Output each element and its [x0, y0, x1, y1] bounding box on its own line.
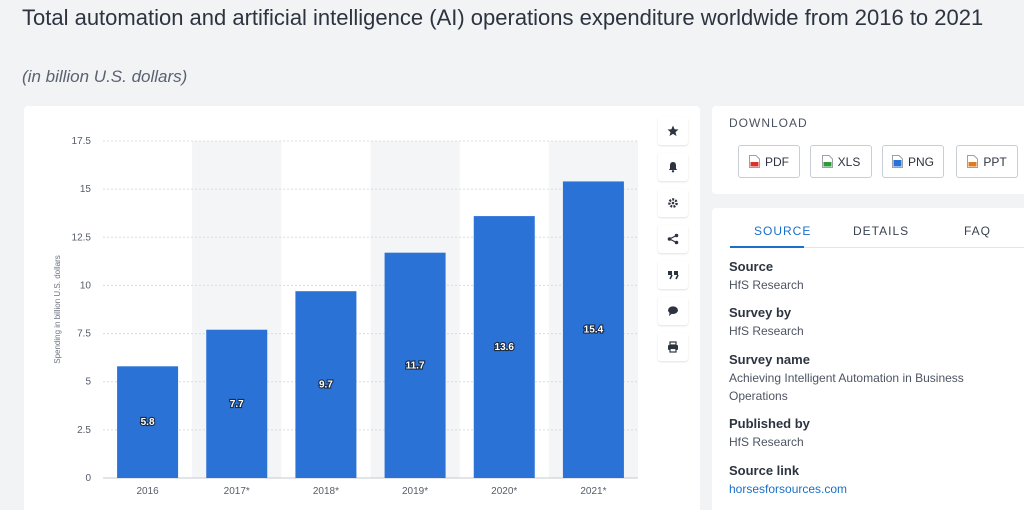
png-file-icon [891, 155, 903, 168]
download-xls-label: XLS [837, 154, 861, 169]
y-tick-label: 15 [80, 184, 92, 195]
y-tick-label: 7.5 [77, 329, 91, 340]
gear-icon [668, 198, 678, 208]
page-title: Total automation and artificial intellig… [22, 5, 984, 30]
download-label: DOWNLOAD [729, 116, 808, 130]
data-label: 7.7 [230, 399, 244, 410]
download-png-label: PNG [907, 154, 934, 169]
ppt-file-tag [968, 162, 977, 167]
y-tick-label: 17.5 [72, 136, 92, 147]
chart-toolbar [658, 117, 688, 369]
settings-button[interactable] [658, 189, 688, 217]
published-by-value: HfS Research [729, 435, 804, 449]
png-file-tag [893, 160, 902, 167]
xls-file-tag [823, 162, 832, 167]
bar [295, 291, 357, 478]
data-label: 9.7 [319, 380, 333, 391]
quote-icon [668, 271, 679, 280]
tab-divider [730, 247, 1024, 248]
comment-icon [668, 306, 678, 316]
print-button[interactable] [658, 333, 688, 361]
bar [117, 366, 179, 478]
published-by-section: Published by HfS Research [729, 415, 1024, 451]
share-button[interactable] [658, 225, 688, 253]
download-pdf-label: PDF [765, 154, 789, 169]
x-tick-label: 2021* [580, 486, 606, 497]
source-link-heading: Source link [729, 463, 800, 478]
survey-by-section: Survey by HfS Research [729, 304, 1024, 340]
tab-faq[interactable]: FAQ [964, 224, 992, 238]
bar-chart: 0 2.5 5 7.5 10 12.5 15 17.5 Spending in billion … [53, 136, 638, 497]
info-panel: SOURCE DETAILS FAQ Source HfS Research S… [712, 208, 1024, 510]
comment-button[interactable] [658, 297, 688, 325]
y-tick-label: 12.5 [72, 232, 92, 243]
favorite-button[interactable] [658, 117, 688, 145]
source-link[interactable]: horsesforsources.com [729, 482, 848, 496]
bar [384, 252, 446, 478]
notification-button[interactable] [658, 153, 688, 181]
data-label: 11.7 [406, 360, 425, 371]
data-label: 5.8 [141, 417, 155, 428]
share-icon [667, 233, 679, 245]
y-axis-label: Spending in billion U.S. dollars [53, 255, 62, 364]
print-icon [668, 341, 678, 353]
page-subtitle: (in billion U.S. dollars) [22, 67, 188, 86]
data-label: 15.4 [584, 325, 604, 336]
published-by-heading: Published by [729, 416, 810, 431]
bell-icon [668, 162, 678, 173]
survey-by-heading: Survey by [729, 305, 792, 320]
source-heading: Source [729, 259, 774, 274]
download-ppt-label: PPT [983, 154, 1007, 169]
x-tick-label: 2020* [491, 486, 517, 497]
y-tick-label: 2.5 [77, 425, 91, 436]
cite-button[interactable] [658, 261, 688, 289]
star-icon [667, 125, 679, 136]
y-tick-label: 0 [85, 473, 91, 484]
y-tick-label: 10 [80, 280, 92, 291]
bar [562, 181, 624, 478]
download-pdf-button[interactable]: PDF [738, 145, 800, 178]
download-xls-button[interactable]: XLS [810, 145, 872, 178]
tab-details[interactable]: DETAILS [853, 224, 910, 238]
survey-name-value: Achieving Intelligent Automation in Busi… [729, 371, 964, 403]
active-tab-indicator [730, 246, 804, 248]
bar [206, 329, 268, 478]
bar [473, 216, 535, 479]
survey-name-heading: Survey name [729, 352, 810, 367]
y-tick-label: 5 [85, 377, 91, 388]
pdf-file-icon [749, 155, 760, 168]
source-section: Source HfS Research [729, 258, 1024, 294]
pdf-file-tag [750, 162, 759, 167]
download-panel: DOWNLOAD PDF XLS PNG PPT [712, 106, 1024, 194]
x-tick-label: 2016 [136, 486, 159, 497]
download-png-button[interactable]: PNG [882, 145, 944, 178]
chart-card: 0 2.5 5 7.5 10 12.5 15 17.5 Spending in billion … [24, 106, 700, 510]
ppt-file-icon [967, 155, 979, 168]
x-tick-label: 2019* [402, 486, 428, 497]
xls-file-icon [821, 155, 833, 168]
data-label: 13.6 [495, 342, 515, 353]
survey-name-section: Survey name Achieving Intelligent Automa… [729, 351, 989, 405]
download-ppt-button[interactable]: PPT [956, 145, 1018, 178]
source-link-section: Source link horsesforsources.com [729, 462, 1024, 498]
source-value: HfS Research [729, 278, 804, 292]
tab-source[interactable]: SOURCE [754, 224, 812, 238]
x-tick-label: 2017* [224, 486, 250, 497]
x-tick-label: 2018* [313, 486, 339, 497]
survey-by-value: HfS Research [729, 324, 804, 338]
